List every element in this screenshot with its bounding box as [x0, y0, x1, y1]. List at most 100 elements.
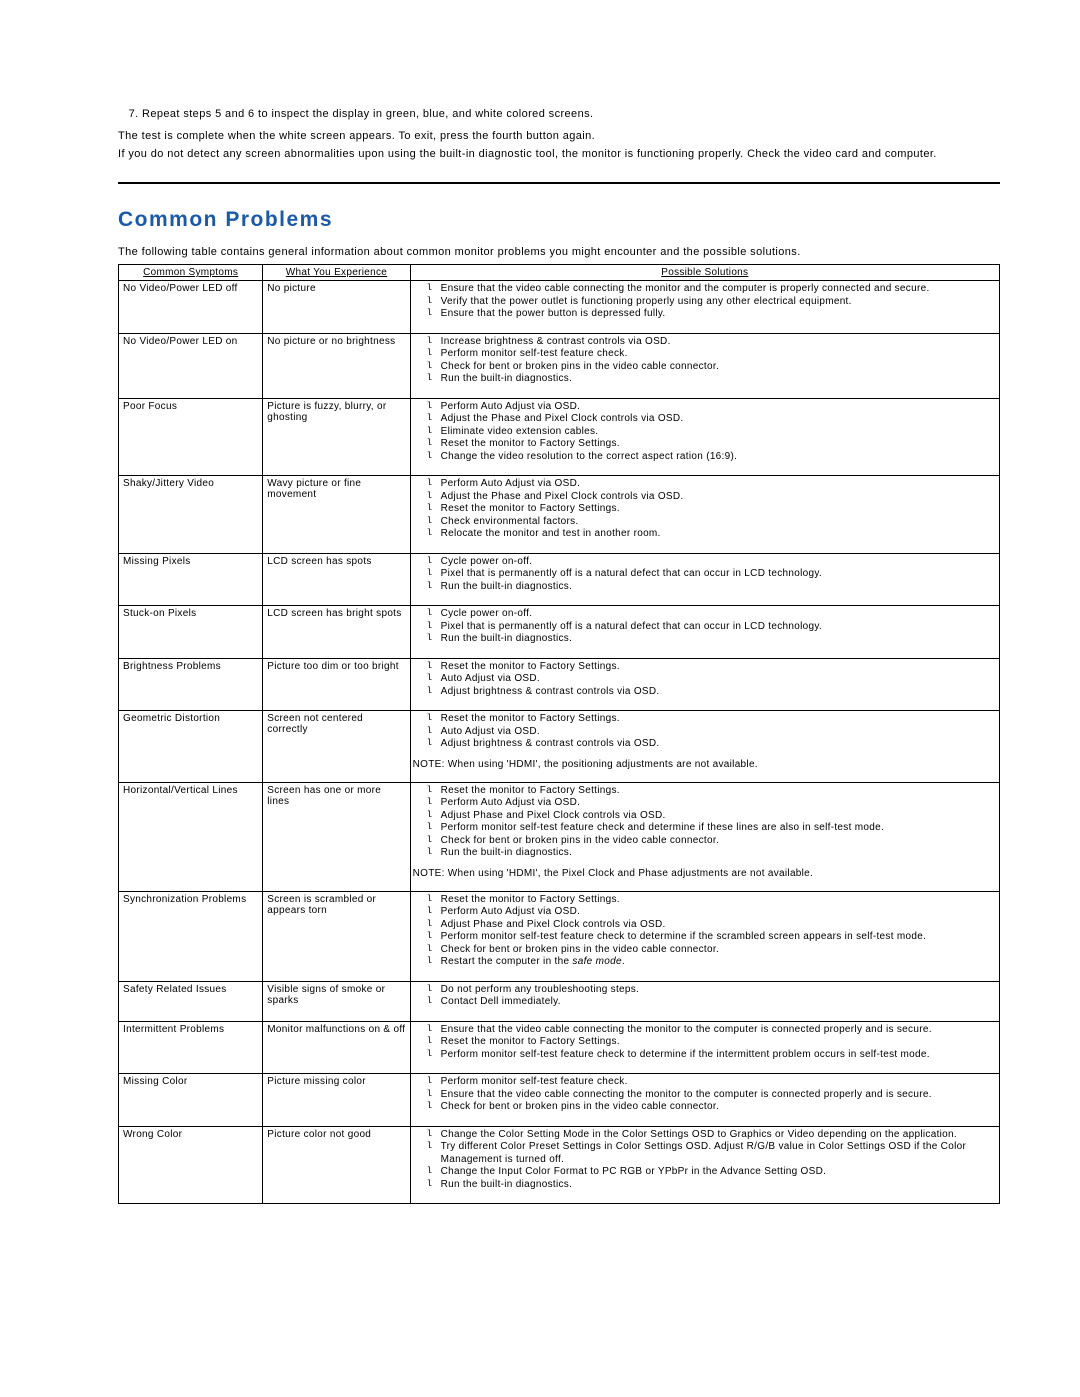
solution-item: Reset the monitor to Factory Settings. [427, 661, 997, 674]
table-row: Wrong ColorPicture color not goodChange … [119, 1126, 1000, 1204]
solution-item: Perform monitor self-test feature check. [427, 348, 997, 361]
cell-symptom: Missing Pixels [119, 553, 263, 606]
solution-item: Increase brightness & contrast controls … [427, 336, 997, 349]
solution-item: Restart the computer in the safe mode. [427, 956, 997, 969]
solution-item: Perform Auto Adjust via OSD. [427, 478, 997, 491]
cell-experience: Wavy picture or fine movement [263, 476, 410, 554]
solution-item: Run the built-in diagnostics. [427, 847, 997, 860]
solution-item: Check for bent or broken pins in the vid… [427, 361, 997, 374]
cell-solutions: Increase brightness & contrast controls … [410, 333, 999, 398]
cell-solutions: Reset the monitor to Factory Settings.Pe… [410, 782, 999, 891]
solution-item: Adjust Phase and Pixel Clock controls vi… [427, 810, 997, 823]
cell-symptom: Shaky/Jittery Video [119, 476, 263, 554]
solution-item: Change the Color Setting Mode in the Col… [427, 1129, 997, 1142]
solution-item: Cycle power on-off. [427, 556, 997, 569]
cell-solutions: Ensure that the video cable connecting t… [410, 1021, 999, 1074]
solutions-list: Reset the monitor to Factory Settings.Au… [411, 713, 997, 751]
table-row: Shaky/Jittery VideoWavy picture or fine … [119, 476, 1000, 554]
solution-item: Verify that the power outlet is function… [427, 296, 997, 309]
cell-experience: Picture is fuzzy, blurry, or ghosting [263, 398, 410, 476]
cell-experience: No picture [263, 281, 410, 334]
solution-item: Run the built-in diagnostics. [427, 633, 997, 646]
no-abnormalities-text: If you do not detect any screen abnormal… [118, 148, 1000, 160]
solutions-list: Change the Color Setting Mode in the Col… [411, 1129, 997, 1192]
cell-symptom: No Video/Power LED off [119, 281, 263, 334]
col-header-symptoms: Common Symptoms [119, 265, 263, 281]
cell-solutions: Cycle power on-off.Pixel that is permane… [410, 553, 999, 606]
solutions-list: Reset the monitor to Factory Settings.Pe… [411, 785, 997, 860]
solution-item: Adjust brightness & contrast controls vi… [427, 738, 997, 751]
cell-experience: Screen has one or more lines [263, 782, 410, 891]
solution-item: Run the built-in diagnostics. [427, 373, 997, 386]
solution-item: Auto Adjust via OSD. [427, 726, 997, 739]
solution-item: Run the built-in diagnostics. [427, 581, 997, 594]
solution-item: Reset the monitor to Factory Settings. [427, 438, 997, 451]
solution-item: Check environmental factors. [427, 516, 997, 529]
cell-symptom: Intermittent Problems [119, 1021, 263, 1074]
table-row: Poor FocusPicture is fuzzy, blurry, or g… [119, 398, 1000, 476]
solution-item: Relocate the monitor and test in another… [427, 528, 997, 541]
solution-item: Try different Color Preset Settings in C… [427, 1141, 997, 1166]
cell-experience: Picture missing color [263, 1074, 410, 1127]
solution-note: NOTE: When using 'HDMI', the Pixel Clock… [413, 868, 997, 879]
table-row: No Video/Power LED offNo picture Ensure t… [119, 281, 1000, 334]
solution-item: Perform Auto Adjust via OSD. [427, 401, 997, 414]
cell-experience: LCD screen has bright spots [263, 606, 410, 659]
test-complete-text: The test is complete when the white scre… [118, 130, 1000, 142]
solution-item: Check for bent or broken pins in the vid… [427, 835, 997, 848]
table-row: Intermittent ProblemsMonitor malfunction… [119, 1021, 1000, 1074]
table-row: No Video/Power LED onNo picture or no br… [119, 333, 1000, 398]
solution-item: Reset the monitor to Factory Settings. [427, 894, 997, 907]
cell-symptom: Stuck-on Pixels [119, 606, 263, 659]
table-row: Missing ColorPicture missing colorPerfor… [119, 1074, 1000, 1127]
solution-item: Pixel that is permanently off is a natur… [427, 568, 997, 581]
cell-symptom: Horizontal/Vertical Lines [119, 782, 263, 891]
cell-symptom: Synchronization Problems [119, 891, 263, 981]
solution-item: Perform Auto Adjust via OSD. [427, 797, 997, 810]
solutions-list: Cycle power on-off.Pixel that is permane… [411, 608, 997, 646]
table-row: Stuck-on PixelsLCD screen has bright spo… [119, 606, 1000, 659]
cell-symptom: Missing Color [119, 1074, 263, 1127]
solution-item: Reset the monitor to Factory Settings. [427, 503, 997, 516]
cell-solutions: Cycle power on-off.Pixel that is permane… [410, 606, 999, 659]
solutions-list: Cycle power on-off.Pixel that is permane… [411, 556, 997, 594]
solution-item: Adjust brightness & contrast controls vi… [427, 686, 997, 699]
solutions-list: Ensure that the video cable connecting t… [411, 1024, 997, 1062]
cell-symptom: Poor Focus [119, 398, 263, 476]
cell-experience: LCD screen has spots [263, 553, 410, 606]
solution-item: Reset the monitor to Factory Settings. [427, 713, 997, 726]
cell-symptom: Brightness Problems [119, 658, 263, 711]
cell-symptom: Geometric Distortion [119, 711, 263, 783]
section-heading: Common Problems [118, 208, 1000, 232]
document-page: Repeat steps 5 and 6 to inspect the disp… [0, 0, 1080, 1264]
cell-solutions: Reset the monitor to Factory Settings.Pe… [410, 891, 999, 981]
step-list: Repeat steps 5 and 6 to inspect the disp… [118, 108, 1000, 120]
solutions-list: Reset the monitor to Factory Settings.Au… [411, 661, 997, 699]
solutions-list: Perform monitor self-test feature check.… [411, 1076, 997, 1114]
cell-experience: Screen not centered correctly [263, 711, 410, 783]
solution-item: Run the built-in diagnostics. [427, 1179, 997, 1192]
cell-solutions: Reset the monitor to Factory Settings.Au… [410, 711, 999, 783]
solution-item: Eliminate video extension cables. [427, 426, 997, 439]
solution-item: Adjust the Phase and Pixel Clock control… [427, 491, 997, 504]
solution-item: Change the Input Color Format to PC RGB … [427, 1166, 997, 1179]
table-row: Horizontal/Vertical LinesScreen has one … [119, 782, 1000, 891]
solutions-list: Perform Auto Adjust via OSD.Adjust the P… [411, 478, 997, 541]
solution-note: NOTE: When using 'HDMI', the positioning… [413, 759, 997, 770]
solution-item: Adjust the Phase and Pixel Clock control… [427, 413, 997, 426]
solution-item: Perform monitor self-test feature check … [427, 931, 997, 944]
cell-solutions: Perform Auto Adjust via OSD.Adjust the P… [410, 398, 999, 476]
cell-experience: Monitor malfunctions on & off [263, 1021, 410, 1074]
solutions-list: Ensure that the video cable connecting t… [411, 283, 997, 321]
cell-solutions: Do not perform any troubleshooting steps… [410, 981, 999, 1021]
solution-item: Ensure that the video cable connecting t… [427, 283, 997, 296]
step-7: Repeat steps 5 and 6 to inspect the disp… [142, 108, 1000, 120]
cell-experience: Screen is scrambled or appears torn [263, 891, 410, 981]
cell-solutions: Perform monitor self-test feature check.… [410, 1074, 999, 1127]
solution-item: Reset the monitor to Factory Settings. [427, 1036, 997, 1049]
solution-item: Pixel that is permanently off is a natur… [427, 621, 997, 634]
section-intro: The following table contains general inf… [118, 246, 1000, 258]
solution-item: Perform monitor self-test feature check … [427, 822, 997, 835]
cell-experience: Visible signs of smoke or sparks [263, 981, 410, 1021]
solution-item: Perform Auto Adjust via OSD. [427, 906, 997, 919]
